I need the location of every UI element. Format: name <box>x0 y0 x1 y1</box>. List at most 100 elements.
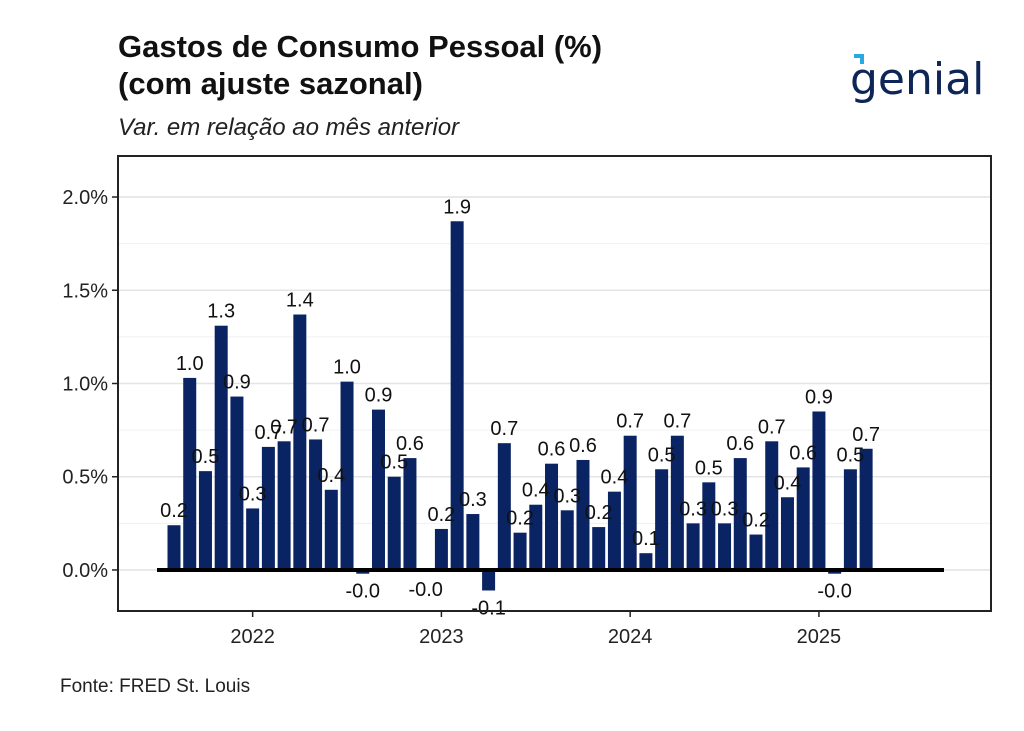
data-label: -0.0 <box>408 579 442 601</box>
bar <box>246 508 260 570</box>
data-label: 0.3 <box>459 489 487 511</box>
bar <box>812 411 826 570</box>
bar <box>686 523 700 570</box>
bar <box>545 463 559 570</box>
chart-subtitle: Var. em relação ao mês anterior <box>118 114 460 141</box>
bar <box>482 569 496 591</box>
x-tick-label: 2022 <box>230 626 275 648</box>
bar <box>623 435 637 570</box>
source-note: Fonte: FRED St. Louis <box>60 676 251 697</box>
bar <box>655 469 669 570</box>
data-label: 0.5 <box>380 452 408 474</box>
y-tick-label: 0.0% <box>62 560 108 582</box>
logo-accent-icon <box>854 54 864 64</box>
bar <box>434 528 448 570</box>
data-label: 0.4 <box>522 480 550 502</box>
data-label: 0.2 <box>742 510 770 532</box>
bar <box>780 497 794 570</box>
data-label: 0.6 <box>789 442 817 464</box>
bar <box>529 504 543 570</box>
x-tick-label: 2024 <box>608 626 653 648</box>
bar <box>718 523 732 570</box>
data-label: 0.7 <box>254 422 282 444</box>
logo-text: genial <box>850 54 984 105</box>
data-label: 0.4 <box>317 465 345 487</box>
data-label: 0.7 <box>616 411 644 433</box>
bar <box>324 489 338 570</box>
data-label: -0.0 <box>817 581 851 603</box>
bar <box>702 482 716 570</box>
bar <box>214 325 228 570</box>
bar <box>450 221 464 570</box>
data-label: 0.5 <box>648 444 676 466</box>
data-label: 0.6 <box>726 433 754 455</box>
data-label: 0.7 <box>852 424 880 446</box>
bar <box>309 439 323 570</box>
bar <box>796 467 810 570</box>
data-label: 1.9 <box>443 196 471 218</box>
bar <box>167 525 181 570</box>
bar <box>513 532 527 570</box>
data-label: -0.1 <box>471 597 505 619</box>
data-label: 0.5 <box>836 444 864 466</box>
bar <box>765 441 779 570</box>
bar <box>230 396 244 570</box>
bar <box>733 458 747 570</box>
bar <box>639 553 653 570</box>
bar <box>261 446 275 570</box>
data-label: 0.4 <box>774 472 802 494</box>
data-label: 0.3 <box>679 498 707 520</box>
y-tick-label: 2.0% <box>62 187 108 209</box>
data-label: 0.9 <box>805 386 833 408</box>
x-tick-label: 2023 <box>419 626 464 648</box>
bar <box>340 381 354 570</box>
data-label: 0.2 <box>585 502 613 524</box>
data-label: -0.0 <box>346 581 380 603</box>
bar <box>183 377 197 570</box>
bar <box>403 458 417 570</box>
data-label: 0.5 <box>192 446 220 468</box>
bar <box>843 469 857 570</box>
data-label: 1.4 <box>286 290 314 312</box>
bar <box>466 514 480 570</box>
data-label: 0.6 <box>569 435 597 457</box>
title-line-1: Gastos de Consumo Pessoal (%) <box>118 29 603 64</box>
title-line-2: (com ajuste sazonal) <box>118 66 423 101</box>
genial-logo: genial <box>850 54 984 105</box>
data-label: 0.7 <box>302 414 330 436</box>
data-label: 0.7 <box>758 416 786 438</box>
bar <box>859 448 873 570</box>
bar <box>277 441 291 570</box>
bar <box>592 527 606 570</box>
data-label: 0.6 <box>538 439 566 461</box>
bar <box>607 491 621 570</box>
data-label: 1.0 <box>176 353 204 375</box>
bar <box>387 476 401 570</box>
data-label: 0.6 <box>396 433 424 455</box>
data-label: 0.3 <box>553 485 581 507</box>
data-label: 0.5 <box>695 457 723 479</box>
bar <box>560 510 574 570</box>
data-label: 0.4 <box>601 467 629 489</box>
bar <box>576 459 590 570</box>
bar <box>293 314 307 570</box>
data-label: 0.9 <box>223 372 251 394</box>
bar <box>371 409 385 570</box>
data-label: 0.9 <box>365 385 393 407</box>
data-label: 0.2 <box>160 500 188 522</box>
data-label: 0.2 <box>506 508 534 530</box>
data-label: 0.7 <box>490 418 518 440</box>
x-tick-label: 2025 <box>797 626 842 648</box>
data-label: 0.3 <box>711 498 739 520</box>
bar <box>497 443 511 570</box>
data-label: 1.0 <box>333 357 361 379</box>
data-label: 0.7 <box>663 411 691 433</box>
data-label: 0.1 <box>632 528 660 550</box>
bar <box>198 471 212 570</box>
chart-title: Gastos de Consumo Pessoal (%) (com ajust… <box>118 28 602 102</box>
y-tick-label: 1.0% <box>62 374 108 396</box>
y-tick-label: 0.5% <box>62 467 108 489</box>
data-label: 0.7 <box>270 416 298 438</box>
bar <box>749 534 763 570</box>
